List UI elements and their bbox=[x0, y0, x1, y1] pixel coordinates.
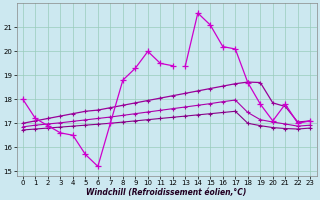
X-axis label: Windchill (Refroidissement éolien,°C): Windchill (Refroidissement éolien,°C) bbox=[86, 188, 247, 197]
